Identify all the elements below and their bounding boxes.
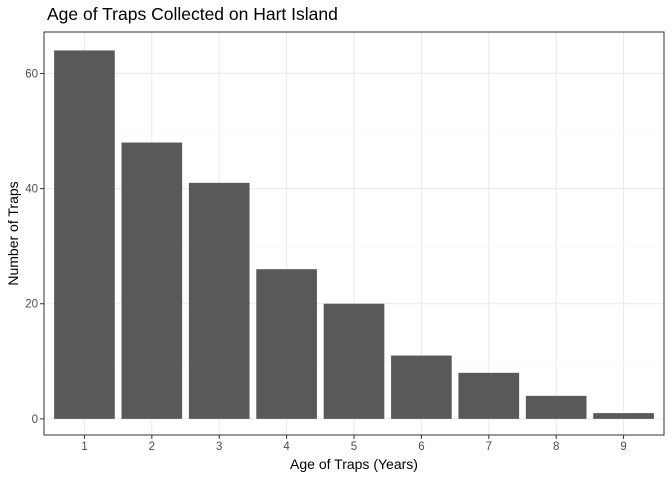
bars: [54, 50, 654, 419]
x-tick-label: 9: [620, 441, 626, 453]
x-tick-label: 7: [486, 441, 492, 453]
bar-7: [458, 372, 520, 419]
x-axis-label: Age of Traps (Years): [290, 456, 418, 472]
y-tick-label: 60: [25, 68, 38, 80]
y-tick-label: 0: [32, 414, 38, 426]
x-tick-label: 3: [216, 441, 222, 453]
bar-2: [121, 142, 183, 419]
x-tick-label: 1: [81, 441, 87, 453]
x-tick-label: 2: [149, 441, 155, 453]
x-tick-label: 4: [283, 441, 290, 453]
y-axis-label: Number of Traps: [5, 181, 21, 285]
axes: 0 20 40 60 1 2 3 4 5 6 7 8 9: [25, 68, 627, 453]
bar-5: [323, 303, 385, 419]
chart-title: Age of Traps Collected on Hart Island: [47, 4, 338, 24]
y-tick-label: 20: [25, 299, 38, 311]
y-tick-label: 40: [25, 184, 38, 196]
bar-3: [188, 182, 250, 419]
x-tick-label: 6: [418, 441, 424, 453]
bar-6: [391, 355, 452, 419]
bar-8: [525, 395, 587, 419]
x-tick-label: 5: [351, 441, 357, 453]
bar-4: [256, 269, 317, 419]
x-tick-label: 8: [553, 441, 559, 453]
bar-1: [54, 50, 115, 419]
bar-9: [593, 413, 654, 419]
